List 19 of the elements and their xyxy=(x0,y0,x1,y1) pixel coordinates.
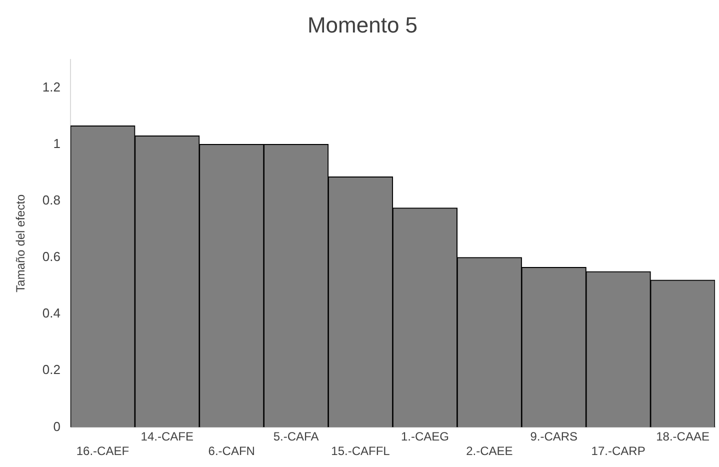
x-tick-label: 17.-CARP xyxy=(591,444,646,458)
y-tick-label: 0.8 xyxy=(42,192,60,208)
y-tick-label: 0 xyxy=(53,418,60,434)
x-tick-label: 14.-CAFE xyxy=(140,430,194,444)
y-tick-label: 0.2 xyxy=(42,362,60,378)
x-tick-label: 9.-CARS xyxy=(530,430,578,444)
x-tick-label: 6.-CAFN xyxy=(208,444,255,458)
x-tick-label: 5.-CAFA xyxy=(273,430,319,444)
x-tick-label: 1.-CAEG xyxy=(400,430,449,444)
x-tick-label: 16.-CAEF xyxy=(76,444,130,458)
y-tick-label: 1 xyxy=(53,136,60,151)
chart-title: Momento 5 xyxy=(307,12,418,38)
y-tick-label: 0.6 xyxy=(42,249,60,264)
x-tick-label: 18.-CAAE xyxy=(656,430,710,444)
x-tick-label: 15.-CAFFL xyxy=(331,444,390,458)
y-tick-label: 0.4 xyxy=(42,306,60,321)
y-tick-label: 1.2 xyxy=(42,79,60,94)
x-tick-label: 2.-CAEE xyxy=(466,444,513,458)
y-axis-title: Tamaño del efecto xyxy=(14,194,28,292)
